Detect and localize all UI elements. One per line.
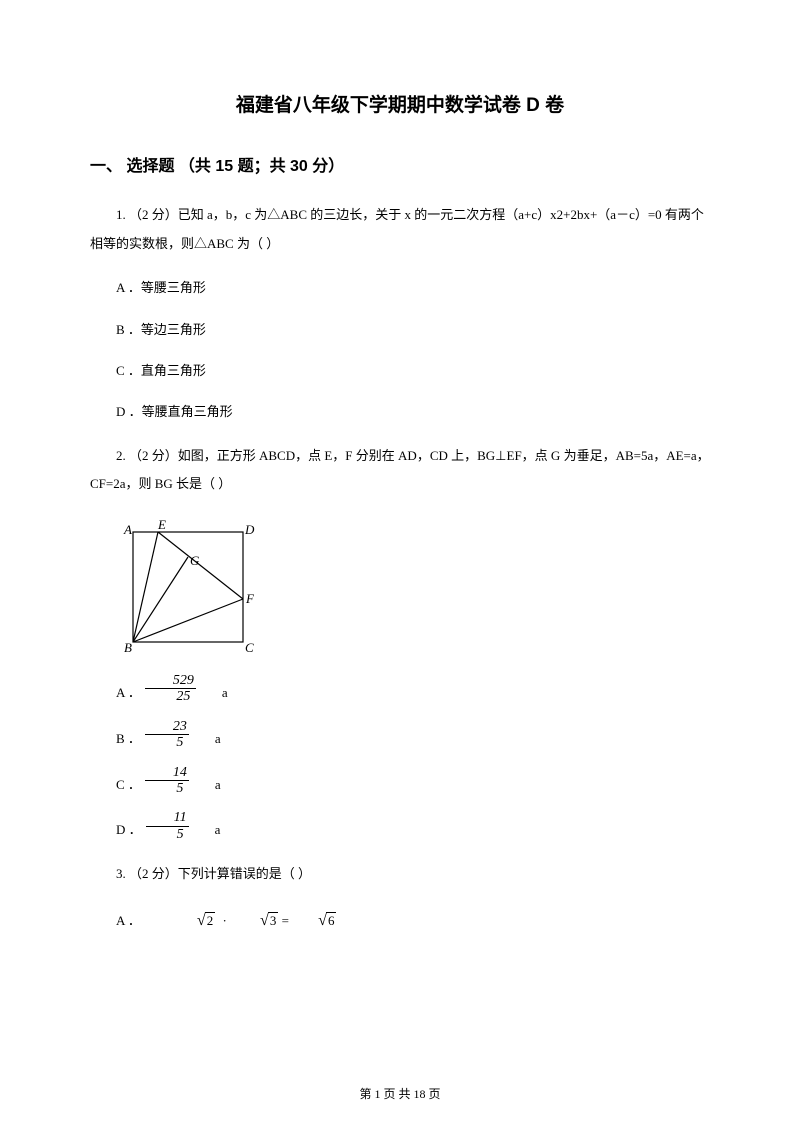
- question-1-option-a: A ．等腰三角形: [90, 276, 710, 299]
- fraction: 23 5: [145, 719, 189, 751]
- question-1-option-b: B ．等边三角形: [90, 318, 710, 341]
- sqrt-value: 6: [326, 912, 337, 928]
- svg-text:B: B: [124, 640, 132, 655]
- question-2-text: 2. （2 分）如图，正方形 ABCD，点 E，F 分别在 AD，CD 上，BG…: [90, 442, 710, 499]
- option-label: C ．: [90, 773, 141, 796]
- svg-text:A: A: [123, 522, 132, 537]
- svg-text:C: C: [245, 640, 254, 655]
- fraction: 14 5: [145, 765, 189, 797]
- option-label: B ．: [90, 727, 141, 750]
- question-1-text: 1. （2 分）已知 a，b，c 为△ABC 的三边长，关于 x 的一元二次方程…: [90, 201, 710, 258]
- sqrt-value: 3: [268, 912, 279, 928]
- svg-text:E: E: [157, 517, 166, 532]
- numerator: 14: [145, 765, 189, 781]
- option-label: D ．: [90, 818, 142, 841]
- fraction: 11 5: [146, 810, 189, 842]
- fraction: 529 25: [145, 673, 196, 705]
- document-title: 福建省八年级下学期期中数学试卷 D 卷: [90, 90, 710, 117]
- denominator: 5: [145, 735, 189, 750]
- svg-text:F: F: [245, 591, 255, 606]
- sqrt-value: 2: [205, 912, 216, 928]
- numerator: 23: [145, 719, 189, 735]
- numerator: 11: [146, 810, 189, 826]
- question-2-option-b: B ． 23 5 a: [90, 723, 710, 755]
- question-2-option-a: A ． 529 25 a: [90, 677, 710, 709]
- question-2-option-c: C ． 14 5 a: [90, 769, 710, 801]
- equation: 2 · 3 = 6: [145, 907, 337, 936]
- numerator: 529: [145, 673, 196, 689]
- sqrt-icon: 2: [171, 907, 215, 936]
- denominator: 5: [146, 827, 189, 842]
- sqrt-icon: 6: [292, 907, 336, 936]
- denominator: 5: [145, 781, 189, 796]
- svg-text:D: D: [244, 522, 255, 537]
- option-label: A ．: [90, 909, 141, 932]
- option-label: A ．: [90, 681, 141, 704]
- question-2-option-d: D ． 11 5 a: [90, 814, 710, 846]
- question-3-option-a: A ． 2 · 3 = 6: [90, 907, 710, 936]
- svg-text:G: G: [190, 553, 200, 568]
- option-suffix: a: [189, 818, 221, 841]
- option-suffix: a: [189, 773, 221, 796]
- page-footer: 第 1 页 共 18 页: [0, 1085, 800, 1102]
- option-suffix: a: [189, 727, 221, 750]
- sqrt-icon: 3: [234, 907, 278, 936]
- dot-operator: ·: [222, 913, 226, 928]
- denominator: 25: [145, 689, 196, 704]
- section-heading: 一、 选择题 （共 15 题；共 30 分）: [90, 152, 710, 176]
- option-suffix: a: [196, 681, 228, 704]
- question-1-option-c: C ．直角三角形: [90, 359, 710, 382]
- question-1-option-d: D ．等腰直角三角形: [90, 400, 710, 423]
- question-2-figure: A E D G F B C: [118, 517, 258, 657]
- equals-operator: =: [282, 913, 293, 928]
- question-3-text: 3. （2 分）下列计算错误的是（ ）: [90, 860, 710, 889]
